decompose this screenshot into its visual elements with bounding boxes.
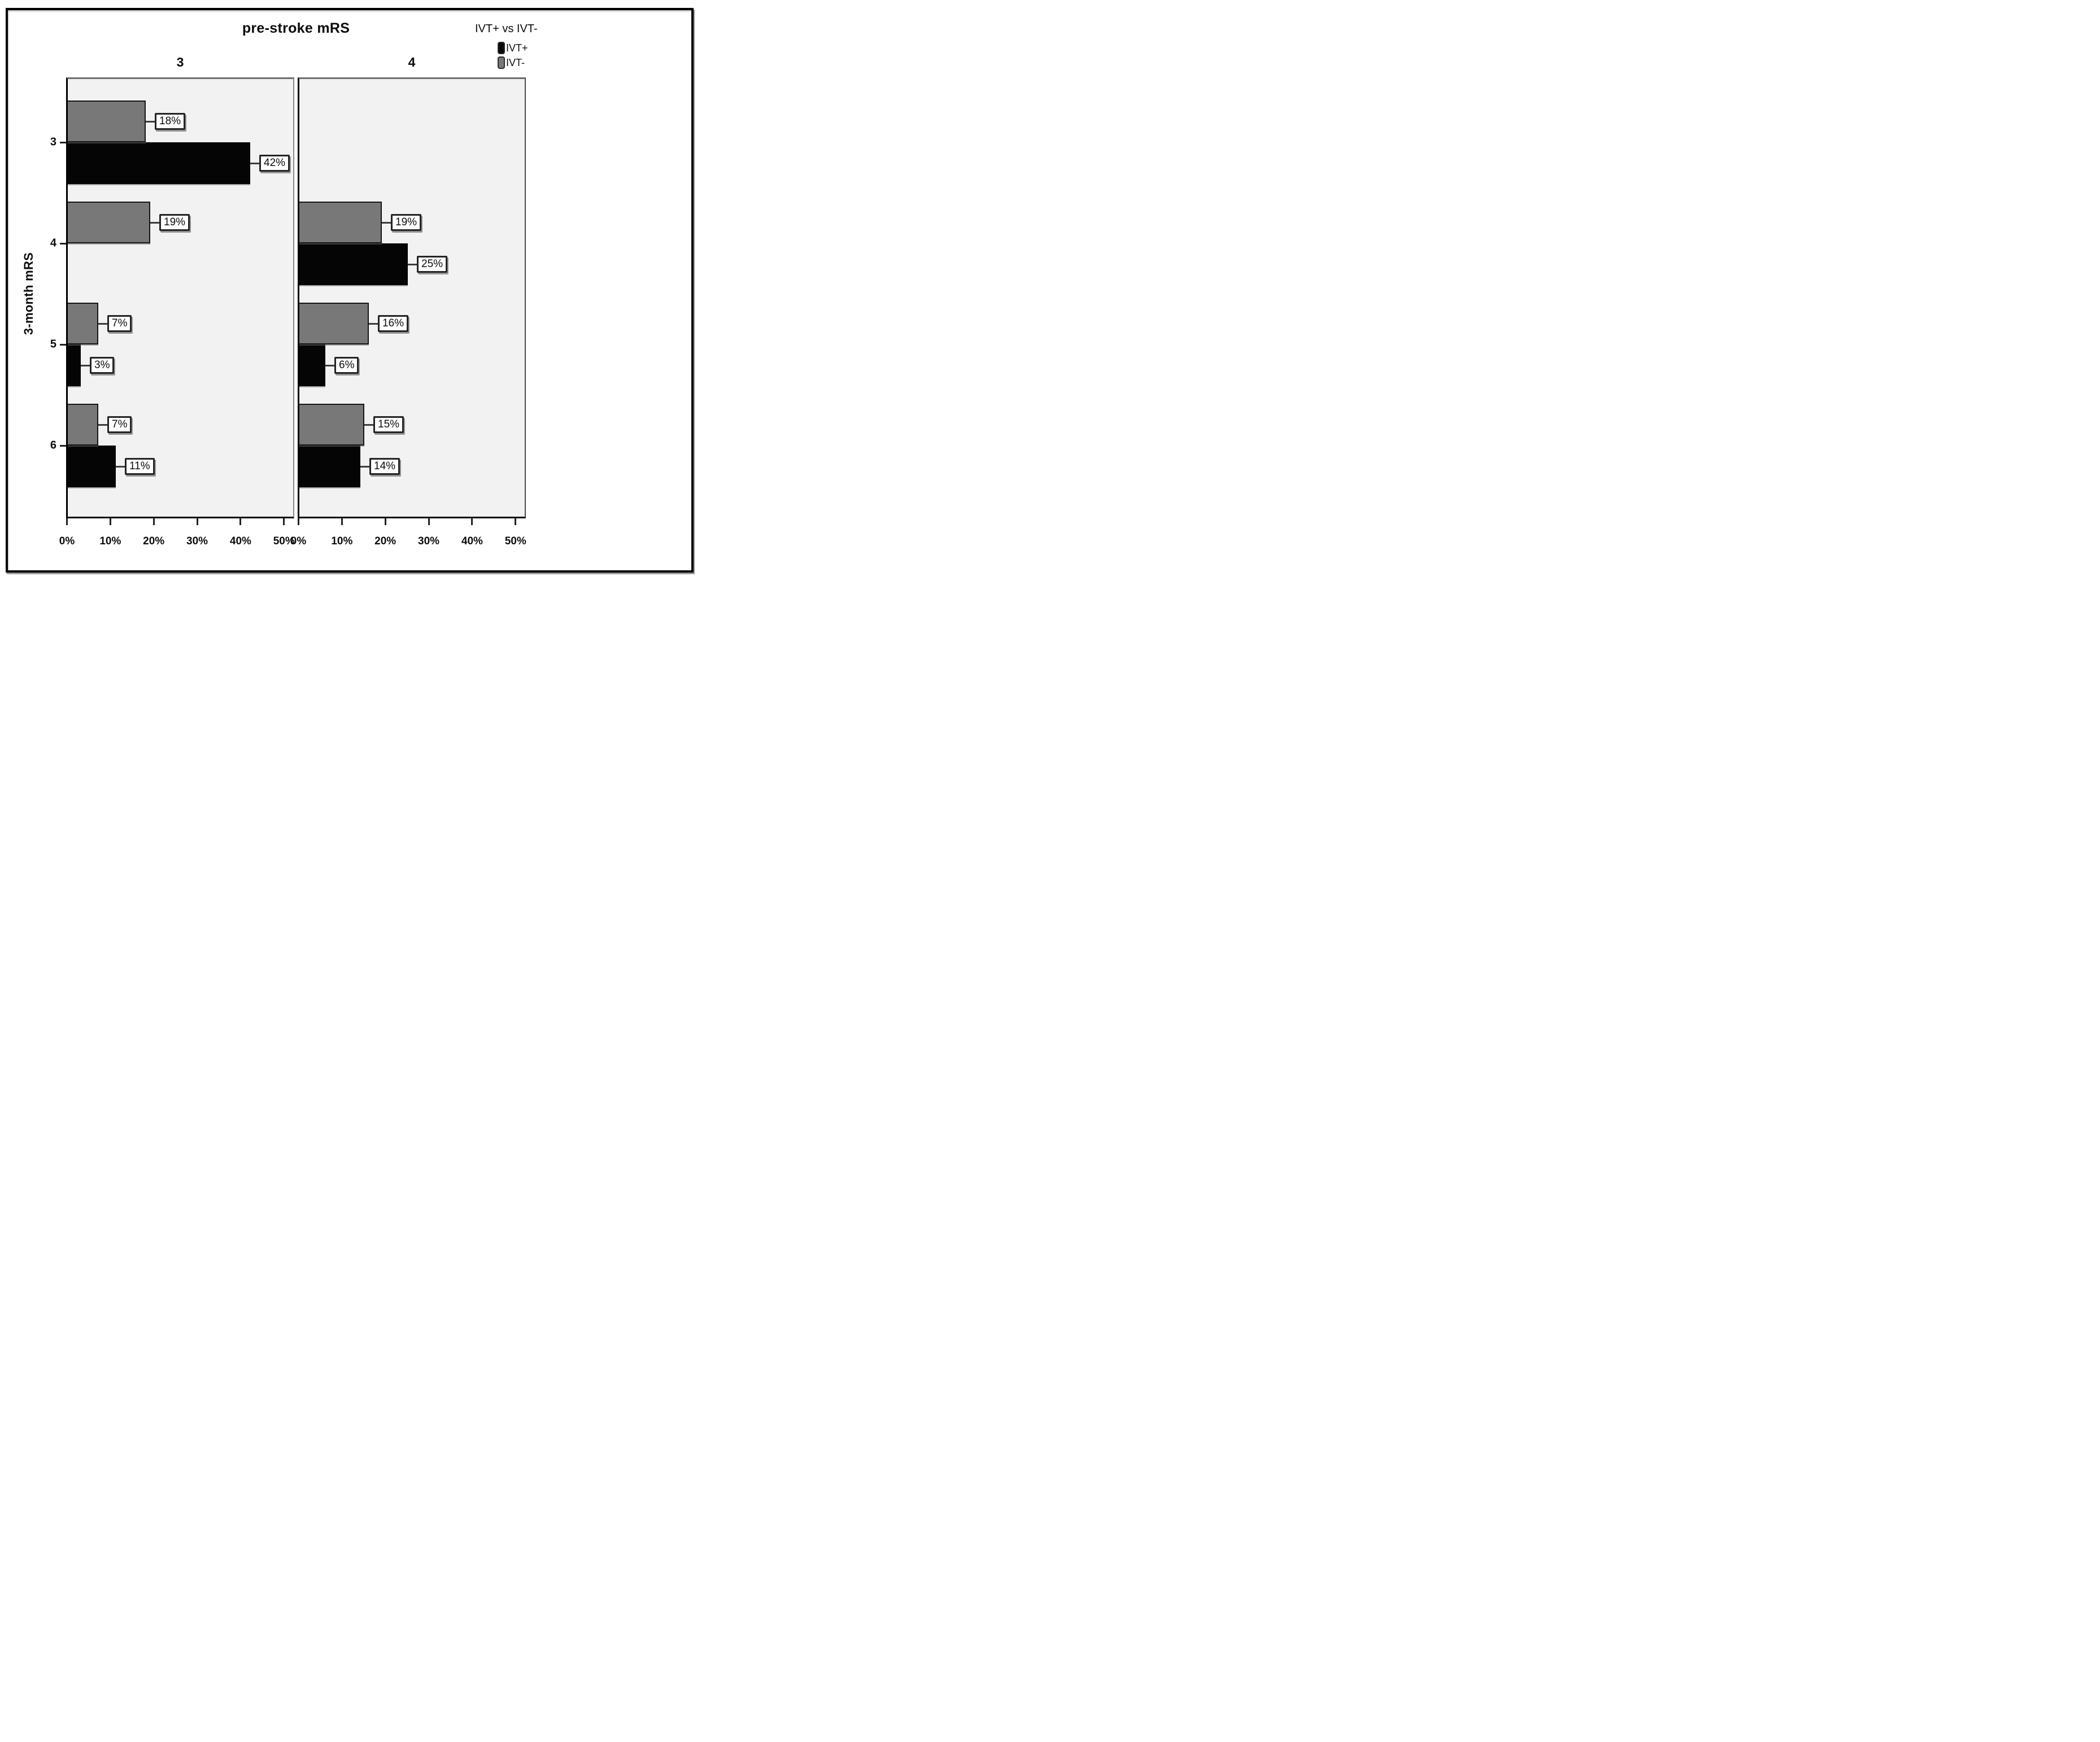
label-connector xyxy=(98,323,107,325)
y-tick-label: 4 xyxy=(50,237,56,250)
x-tick-label: 40% xyxy=(229,535,251,547)
legend-title: IVT+ vs IVT- xyxy=(475,23,538,35)
bar-ivt-plus xyxy=(299,446,360,487)
y-tick-label: 5 xyxy=(50,338,56,351)
label-connector xyxy=(360,466,369,468)
legend-label-ivt-minus: IVT- xyxy=(506,57,525,68)
y-tick xyxy=(60,444,66,447)
x-tick xyxy=(239,518,242,525)
bar-ivt-minus xyxy=(68,202,150,243)
value-label: 6% xyxy=(334,357,359,374)
x-tick xyxy=(153,518,155,525)
x-tick-label: 20% xyxy=(143,535,165,547)
panel-header-4: 4 xyxy=(408,55,416,69)
x-tick-label: 10% xyxy=(99,535,121,547)
legend-entries: IVT+ IVT- xyxy=(498,41,588,70)
legend-swatch-ivt-minus xyxy=(498,56,505,69)
x-tick-label: 0% xyxy=(59,535,75,547)
label-connector xyxy=(98,424,107,426)
legend-swatch-ivt-plus xyxy=(498,42,505,54)
label-connector xyxy=(382,222,391,224)
label-connector xyxy=(250,163,259,164)
bar-ivt-plus xyxy=(68,446,116,487)
bar-ivt-minus xyxy=(68,101,146,142)
x-tick xyxy=(428,518,430,525)
y-tick-label: 3 xyxy=(50,136,56,149)
panel-header-3: 3 xyxy=(176,55,184,69)
value-label: 18% xyxy=(155,113,186,130)
y-tick xyxy=(60,242,66,245)
x-tick-label: 50% xyxy=(273,535,295,547)
x-tick xyxy=(109,518,111,525)
value-label: 16% xyxy=(378,315,409,332)
bar-ivt-minus xyxy=(299,303,369,344)
value-label: 42% xyxy=(259,155,290,172)
label-connector xyxy=(81,365,90,366)
label-connector xyxy=(369,323,378,325)
value-label: 11% xyxy=(125,458,155,475)
x-tick xyxy=(341,518,343,525)
value-label: 15% xyxy=(373,416,404,433)
value-label: 14% xyxy=(369,458,400,475)
y-tick xyxy=(60,141,66,143)
x-tick-label: 30% xyxy=(186,535,208,547)
value-label: 19% xyxy=(391,214,422,231)
x-tick-label: 20% xyxy=(374,535,397,547)
label-connector xyxy=(408,264,417,265)
x-tick xyxy=(66,518,68,525)
x-tick xyxy=(384,518,386,525)
value-label: 25% xyxy=(417,256,448,273)
bar-ivt-minus xyxy=(68,404,98,446)
x-tick xyxy=(298,518,299,525)
value-label: 3% xyxy=(90,357,115,374)
chart-title: pre-stroke mRS xyxy=(242,20,350,36)
label-connector xyxy=(364,424,373,426)
y-tick-label: 6 xyxy=(50,439,56,452)
legend-item-ivt-minus: IVT- xyxy=(498,55,588,70)
x-tick-label: 50% xyxy=(504,535,526,547)
label-connector xyxy=(116,466,125,468)
x-tick xyxy=(196,518,198,525)
x-tick-label: 30% xyxy=(418,535,440,547)
legend-label-ivt-plus: IVT+ xyxy=(506,42,528,54)
value-label: 7% xyxy=(107,416,132,433)
x-tick xyxy=(471,518,473,525)
bar-ivt-minus xyxy=(68,303,98,344)
x-tick-label: 0% xyxy=(290,535,307,547)
value-label: 7% xyxy=(107,315,132,332)
label-connector xyxy=(325,365,334,366)
x-tick-label: 10% xyxy=(331,535,353,547)
x-tick-label: 40% xyxy=(461,535,483,547)
y-tick xyxy=(60,343,66,346)
bar-ivt-minus xyxy=(299,404,364,446)
legend-item-ivt-plus: IVT+ xyxy=(498,41,588,55)
x-tick xyxy=(283,518,285,525)
y-axis-title: 3-month mRS xyxy=(21,252,36,335)
label-connector xyxy=(150,222,159,224)
bar-ivt-plus xyxy=(299,243,408,285)
bar-ivt-plus xyxy=(299,344,325,386)
bar-ivt-plus xyxy=(68,344,81,386)
legend: IVT+ vs IVT- IVT+ IVT- xyxy=(475,23,588,70)
bar-ivt-plus xyxy=(68,142,250,184)
figure-canvas: pre-stroke mRS IVT+ vs IVT- IVT+ IVT- 3-… xyxy=(0,0,700,580)
bar-ivt-minus xyxy=(299,202,382,243)
label-connector xyxy=(146,121,155,123)
x-tick xyxy=(515,518,517,525)
value-label: 19% xyxy=(159,214,190,231)
